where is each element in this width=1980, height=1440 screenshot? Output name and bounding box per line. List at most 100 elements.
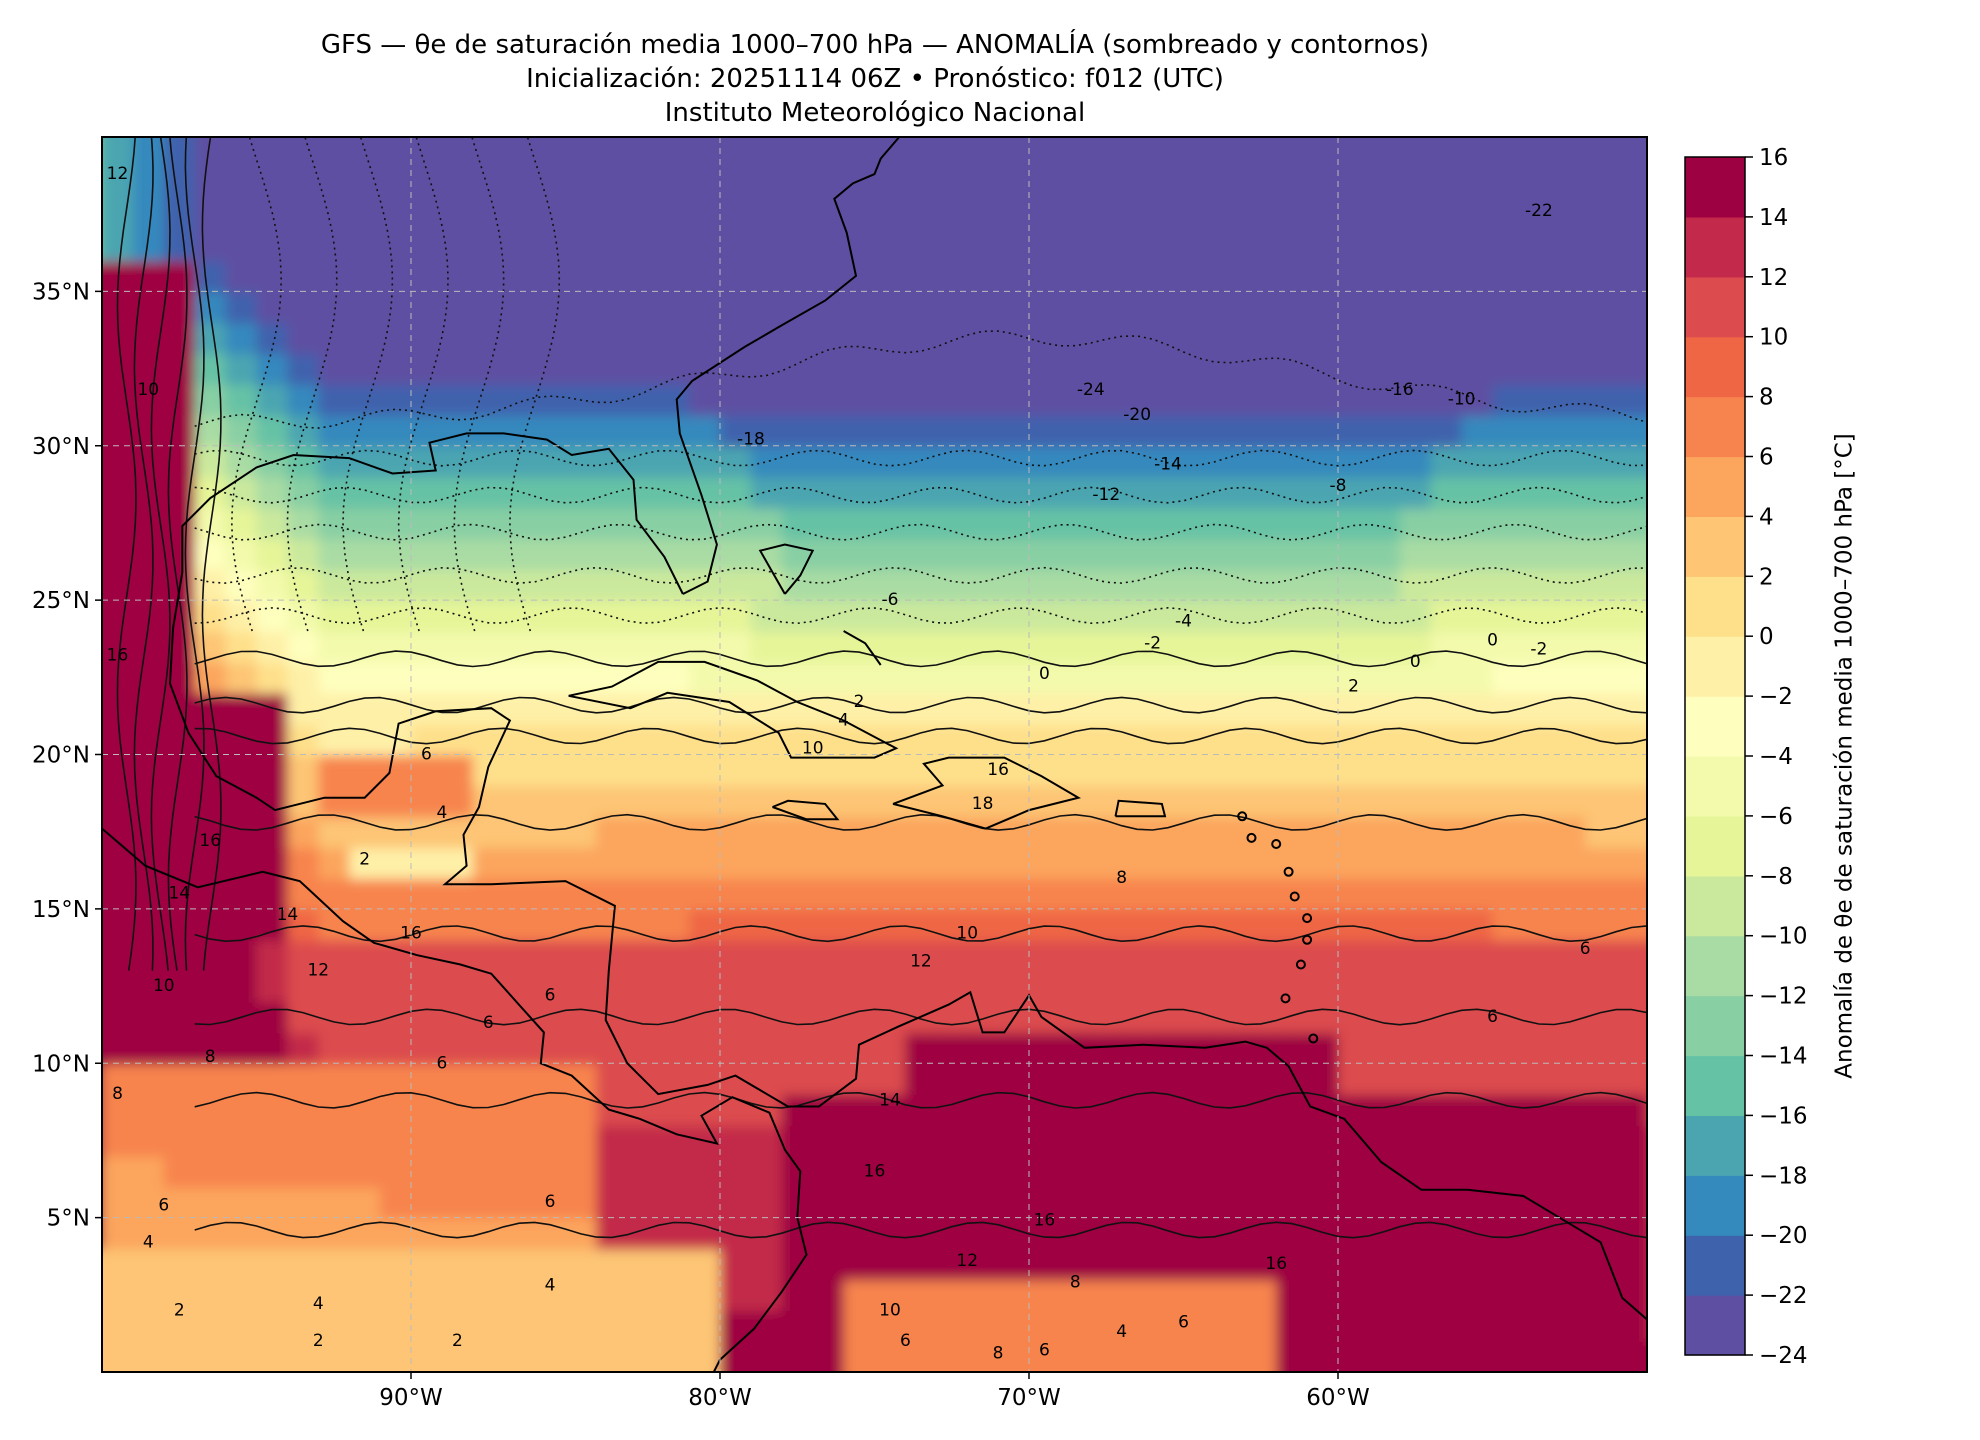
field-cell	[1492, 785, 1525, 818]
field-cell	[1461, 569, 1494, 602]
field-cell	[720, 322, 752, 355]
field-cell	[1121, 291, 1154, 324]
field-cell	[102, 198, 103, 231]
field-cell	[1368, 878, 1401, 910]
field-cell	[565, 1310, 598, 1343]
field-cell	[1585, 816, 1618, 849]
field-cell	[472, 1094, 505, 1126]
field-cell	[1399, 1310, 1432, 1343]
field-cell	[1307, 1248, 1339, 1281]
isoline	[342, 137, 394, 632]
field-cell	[874, 1001, 907, 1034]
field-cell	[936, 661, 969, 694]
field-cell	[1183, 785, 1216, 818]
field-cell	[411, 198, 443, 231]
field-cell	[1029, 1341, 1061, 1372]
field-cell	[225, 1279, 258, 1312]
field-cell	[1183, 1248, 1216, 1281]
field-cell	[1214, 1248, 1247, 1281]
field-cell	[1554, 260, 1587, 293]
field-cell	[689, 908, 721, 941]
field-cell	[102, 754, 134, 787]
colorbar-swatch	[1685, 276, 1745, 338]
field-cell	[534, 137, 567, 169]
field-cell	[1090, 291, 1123, 324]
contour-label: 6	[900, 1331, 911, 1351]
field-cell	[132, 631, 165, 663]
field-cell	[596, 445, 629, 478]
field-cell	[627, 1372, 659, 1404]
field-cell	[905, 723, 938, 756]
field-cell	[256, 291, 289, 324]
field-cell	[936, 1063, 969, 1096]
field-cell	[1152, 1125, 1185, 1157]
field-cell	[1276, 507, 1309, 540]
field-cell	[1245, 322, 1278, 355]
field-cell	[1585, 631, 1618, 663]
field-cell	[1245, 1155, 1278, 1188]
field-cell	[905, 1248, 938, 1281]
field-cell	[503, 353, 536, 385]
field-cell	[472, 1063, 505, 1096]
field-cell	[1121, 322, 1154, 355]
field-cell	[812, 723, 845, 756]
contour-label: 12	[307, 961, 329, 981]
field-cell	[750, 1341, 783, 1372]
field-cell	[349, 291, 382, 324]
field-cell	[1214, 322, 1247, 355]
field-cell	[658, 137, 691, 169]
field-cell	[1461, 353, 1494, 385]
field-cell	[1647, 137, 1679, 169]
field-cell	[534, 445, 567, 478]
field-cell	[1152, 137, 1185, 169]
field-cell	[318, 229, 351, 262]
field-cell	[1214, 1125, 1247, 1157]
field-cell	[1059, 1063, 1092, 1096]
field-cell	[318, 322, 351, 355]
field-cell	[225, 1063, 258, 1096]
field-cell	[1245, 167, 1278, 200]
field-cell	[658, 1001, 691, 1034]
colorbar-tick-label: −10	[1759, 924, 1808, 950]
field-cell	[720, 538, 752, 571]
field-cell	[998, 661, 1030, 694]
field-cell	[720, 908, 752, 941]
field-cell	[596, 322, 629, 355]
field-cell	[102, 1248, 103, 1281]
field-cell	[1090, 785, 1123, 818]
field-cell	[658, 785, 691, 818]
field-cell	[441, 322, 474, 355]
field-cell	[1492, 1001, 1525, 1034]
field-cell	[812, 507, 845, 540]
field-cell	[843, 661, 876, 694]
field-cell	[503, 631, 536, 663]
island	[1308, 1033, 1319, 1044]
field-cell	[225, 414, 258, 447]
field-cell	[1152, 353, 1185, 385]
field-cell	[967, 507, 1000, 540]
field-cell	[1214, 878, 1247, 910]
field-cell	[1214, 384, 1247, 416]
field-cell	[441, 414, 474, 447]
field-cell	[380, 1310, 412, 1343]
field-cell	[1585, 507, 1618, 540]
field-cell	[936, 1372, 968, 1404]
coastline	[1114, 799, 1167, 818]
field-cell	[1399, 291, 1432, 324]
field-cell	[1430, 476, 1463, 509]
field-cell	[750, 816, 783, 849]
field-cell	[349, 1155, 382, 1188]
field-cell	[1029, 661, 1061, 694]
field-cell	[1368, 476, 1401, 509]
field-cell	[627, 970, 660, 1003]
field-cell	[1090, 137, 1123, 169]
field-cell	[1492, 1186, 1525, 1219]
contour-label: -18	[737, 430, 765, 450]
field-cell	[441, 785, 474, 818]
field-cell	[1647, 415, 1679, 447]
field-cell	[596, 754, 629, 787]
coastlines	[102, 137, 1647, 1372]
field-cell	[411, 908, 443, 941]
field-cell	[689, 384, 721, 416]
field-cell	[318, 939, 351, 972]
